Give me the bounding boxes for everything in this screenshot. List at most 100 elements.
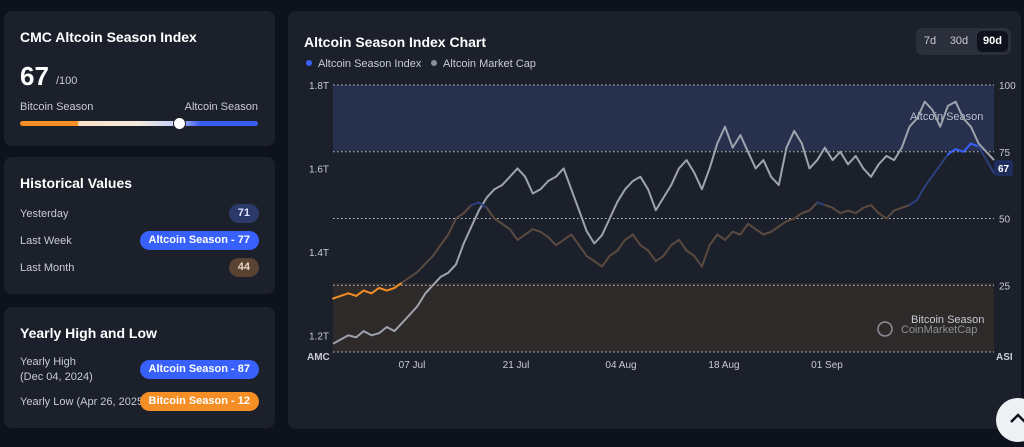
index-line-segment [870, 204, 880, 215]
index-line-segment [831, 206, 842, 215]
tab-30d[interactable]: 30d [949, 35, 969, 47]
index-line-segment [969, 142, 980, 148]
index-line-segment [416, 262, 427, 273]
index-line-segment [608, 249, 619, 257]
series-layer [332, 100, 995, 345]
index-line-segment [570, 233, 580, 247]
scroll-to-top-button[interactable] [996, 398, 1024, 442]
chevron-up-icon [1010, 413, 1024, 423]
index-line-segment [747, 222, 757, 231]
index-line-segment [847, 209, 857, 215]
index-line-segment [616, 238, 627, 252]
cmc-logo-icon [877, 321, 893, 337]
index-line-segment [977, 145, 988, 161]
yearly-high-badge: Altcoin Season - 87 [139, 360, 259, 379]
index-line-segment [885, 209, 896, 220]
index-line-segment [347, 292, 358, 297]
index-line-segment [731, 230, 742, 236]
index-line-segment [716, 233, 726, 241]
index-line-segment [900, 204, 911, 209]
index-line-segment [800, 209, 811, 215]
gauge-knob [173, 117, 187, 130]
left-axis-tick: 1.4T [309, 248, 329, 259]
historical-last-month-badge: 44 [228, 258, 259, 277]
legend-item-index[interactable]: Altcoin Season Index [306, 58, 421, 70]
index-line-segment [455, 212, 465, 220]
index-line-segment [962, 142, 972, 153]
historical-row-label: Last Week [20, 235, 72, 247]
index-line-segment [439, 233, 450, 247]
yearly-high-date: (Dec 04, 2024) [20, 371, 93, 383]
index-line-segment [762, 230, 773, 236]
index-line-segment [954, 148, 965, 153]
coinmarketcap-watermark: CoinMarketCap [877, 321, 977, 337]
index-line-segment [946, 148, 957, 156]
index-line-segment [585, 254, 596, 263]
index-line-segment [547, 236, 557, 247]
right-axis-title: ASI [996, 352, 1013, 363]
x-axis-tick: 01 Sep [811, 360, 843, 371]
legend-dot-index [306, 60, 312, 66]
left-axis-tick: 1.6T [309, 164, 329, 175]
bitcoin-season-zone [333, 283, 994, 352]
altcoin-season-zone [333, 85, 994, 151]
index-line-segment [808, 201, 819, 212]
index-line-segment [785, 217, 796, 223]
index-line-segment [478, 201, 488, 209]
right-axis-tick: 100 [999, 81, 1016, 92]
x-axis-tick: 18 Aug [708, 360, 739, 371]
index-line-segment [401, 276, 411, 284]
tab-7d[interactable]: 7d [923, 35, 937, 47]
tab-90d[interactable]: 90d [977, 31, 1008, 52]
legend-label-mcap: Altcoin Market Cap [443, 58, 536, 70]
index-line-segment [708, 233, 719, 247]
index-line-segment [462, 204, 473, 215]
legend-dot-mcap [431, 60, 437, 66]
index-line-segment [516, 233, 527, 241]
historical-yesterday-badge: 71 [228, 204, 259, 223]
index-line-segment [685, 249, 696, 257]
index-line-segment [393, 281, 404, 289]
historical-last-week-badge: Altcoin Season - 77 [139, 231, 259, 250]
index-line-segment [539, 230, 550, 239]
historical-row-label: Yesterday [20, 208, 69, 220]
index-line-segment [339, 292, 350, 297]
index-line-segment [823, 204, 834, 209]
index-line-segment [593, 260, 603, 268]
index-line-segment [501, 222, 511, 231]
bitcoin-zone-label: Bitcoin Season [911, 314, 984, 326]
index-line-segment [923, 174, 934, 188]
index-line-segment [839, 209, 849, 215]
index-line-segment [355, 289, 365, 297]
axes-layer: 25 50 75 100 1.2T 1.4T 1.6T 1.8T 07 Jul 21 Jul 04 … [309, 81, 1016, 371]
right-axis-tick: 50 [999, 215, 1011, 226]
index-line-segment [647, 249, 657, 263]
index-max: /100 [56, 75, 78, 87]
gauge-left-label: Bitcoin Season [20, 101, 94, 113]
index-line-segment [939, 153, 949, 167]
right-axis-tick: 25 [999, 281, 1011, 292]
yearly-high-label: Yearly High [20, 356, 76, 368]
index-line-segment [816, 201, 826, 207]
legend-item-mcap[interactable]: Altcoin Market Cap [431, 58, 536, 70]
yearly-low-label: Yearly Low (Apr 26, 2025) [20, 396, 147, 408]
index-line-segment [332, 294, 342, 300]
index-line-segment [524, 228, 534, 236]
index-line-segment [777, 220, 788, 228]
index-line-segment [424, 254, 434, 265]
left-axis-title: AMC [307, 352, 330, 363]
chart-title: Altcoin Season Index Chart [304, 34, 487, 50]
index-line-segment [631, 233, 642, 247]
index-value: 67 [20, 61, 49, 91]
index-line-segment [854, 206, 865, 215]
historical-values-card: Historical Values Yesterday 71 Last Week… [4, 157, 275, 294]
altcoin-zone-label: Altcoin Season [910, 111, 983, 123]
index-line-segment [470, 201, 480, 207]
index-card-title: CMC Altcoin Season Index [20, 29, 197, 45]
x-axis-tick: 07 Jul [399, 360, 426, 371]
index-line-segment [485, 206, 496, 220]
index-line-segment [916, 185, 926, 201]
index-line-segment [862, 204, 872, 209]
index-line-segment [362, 289, 373, 295]
index-line-segment [985, 158, 995, 175]
